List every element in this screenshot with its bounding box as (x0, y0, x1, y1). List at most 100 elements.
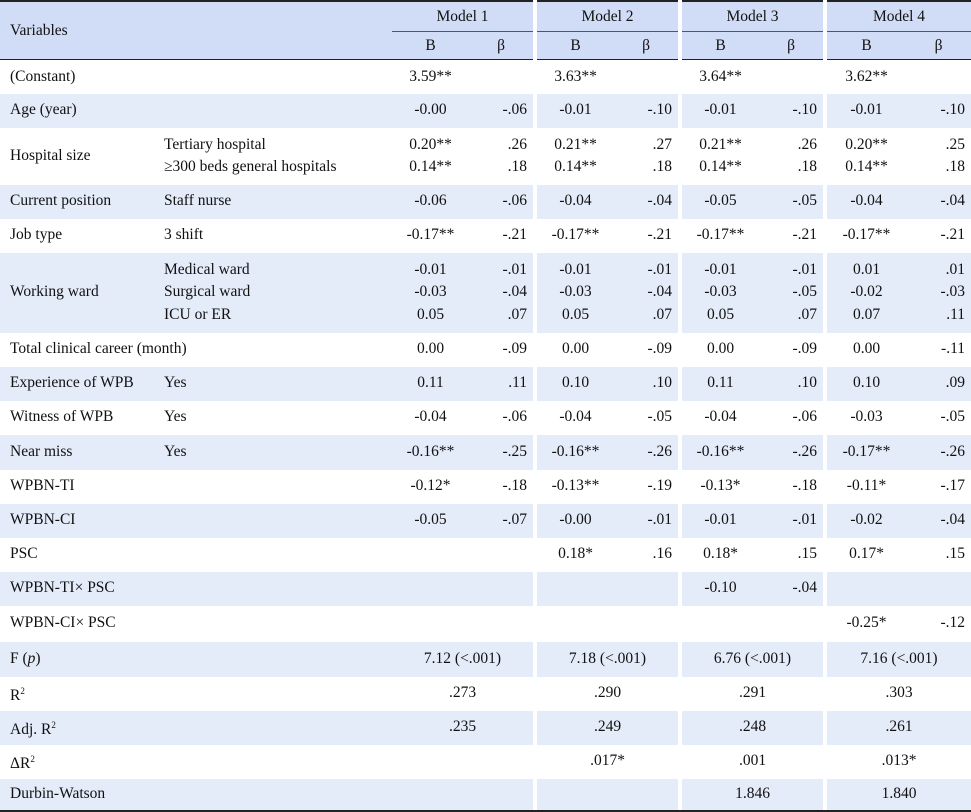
beta-value: -.06 (469, 400, 534, 435)
beta-value-line: .15 (945, 545, 966, 563)
beta-value: -.09 (469, 332, 534, 367)
model-2-header: Model 2 (537, 0, 679, 32)
b-value: 0.10 (827, 366, 907, 401)
b-value: 0.21** 0.14** (682, 127, 760, 185)
b-value: 0.20** 0.14** (392, 127, 470, 185)
category-label-line: Staff nurse (164, 192, 232, 210)
beta-value-line: .18 (797, 158, 818, 175)
beta-value: -.05 (614, 400, 679, 435)
beta-value (906, 59, 971, 94)
beta-value (906, 571, 971, 606)
stats-row: R2.273.290.291.303 (0, 676, 971, 711)
stat-label-superscript: 2 (20, 685, 25, 696)
category-label: Yes (160, 400, 393, 435)
beta-header: β (469, 31, 534, 60)
stat-label-text: Adj. R (10, 720, 52, 738)
beta-value: -.01 (759, 503, 824, 538)
beta-value: -.05 (906, 400, 971, 435)
b-value-line: -0.16** (551, 442, 600, 460)
beta-value-line: -.05 (792, 283, 818, 301)
b-value: -0.16** (682, 434, 760, 470)
b-value-line: 0.07 (852, 305, 881, 323)
category-label-line: ≥300 beds general hospitals (164, 158, 337, 175)
b-value-line (541, 577, 610, 600)
b-value: 0.01 -0.02 0.07 (827, 252, 907, 333)
variable-label: (Constant) (0, 59, 160, 94)
beta-value-line: -.09 (647, 340, 673, 358)
b-value-line: -0.01 (414, 260, 447, 278)
b-value-line: -0.01 (704, 260, 737, 278)
category-label-line (164, 543, 388, 566)
beta-value-line: .15 (797, 545, 818, 563)
stats-row: Adj. R2.235.249.248.261 (0, 710, 971, 745)
beta-value-line: -.18 (792, 477, 818, 495)
beta-value-line: -.01 (502, 260, 528, 278)
category-label (160, 537, 393, 572)
b-value (537, 605, 615, 642)
b-value-line: 0.01 (852, 260, 881, 278)
b-value-line: -0.17** (842, 226, 891, 244)
variables-header: Variables (0, 0, 393, 60)
variable-label: Job type (0, 218, 160, 253)
b-value-line: 0.14** (845, 158, 888, 175)
beta-value-line (618, 612, 672, 635)
category-label-line: Yes (164, 408, 187, 426)
category-label: Medical ward Surgical ward ICU or ER (160, 252, 393, 333)
b-value-line: -0.00 (559, 511, 592, 529)
beta-value-line (473, 66, 527, 89)
b-value: -0.01 (682, 93, 760, 128)
beta-value (469, 59, 534, 94)
table-row: Hospital size Tertiary hospital ≥300 beds … (0, 127, 971, 185)
variable-label: WPBN-CI× PSC (0, 605, 160, 642)
b-value: -0.17** (827, 434, 907, 470)
table-row: PSC 0.18* .16 0.18* .15 0.17* .15 (0, 537, 971, 572)
b-value: -0.06 (392, 184, 470, 219)
stat-label: F (p) (0, 641, 393, 677)
beta-header: β (614, 31, 679, 60)
b-value: -0.01 -0.03 0.05 (537, 252, 615, 333)
beta-value: -.01 -.04 .07 (614, 252, 679, 333)
beta-value: -.21 (614, 218, 679, 253)
stat-value: 1.840 (827, 778, 971, 812)
beta-value-line: -.05 (940, 408, 966, 426)
b-value-line (396, 543, 465, 566)
stat-value: .013* (827, 744, 971, 779)
beta-value-line (473, 612, 527, 635)
b-value: -0.12* (392, 469, 470, 504)
b-value-line (541, 612, 610, 635)
beta-value: -.26 (614, 434, 679, 470)
beta-value-line: -.04 (792, 579, 818, 597)
stat-label-italic: p (27, 649, 36, 667)
beta-value: .15 (759, 537, 824, 572)
beta-value: .10 (759, 366, 824, 401)
stat-value: 7.18 (<.001) (537, 641, 679, 677)
b-value (392, 571, 470, 606)
beta-value: -.25 (469, 434, 534, 470)
b-value: 0.17* (827, 537, 907, 572)
b-value-line: -0.01 (704, 511, 737, 529)
beta-value-line (910, 66, 965, 89)
beta-value-line: -.04 (940, 192, 966, 210)
b-value-line: -0.04 (559, 408, 592, 426)
b-value-line: -0.01 (704, 101, 737, 119)
b-value: -0.01 (827, 93, 907, 128)
variable-label-line: WPBN-CI (10, 511, 76, 529)
b-value: 0.20** 0.14** (827, 127, 907, 185)
variable-label: Total clinical career (month) (0, 332, 187, 367)
beta-value (759, 605, 824, 642)
beta-value-line: -.03 (940, 283, 966, 301)
beta-value: -.01 -.04 .07 (469, 252, 534, 333)
beta-value: -.26 (906, 434, 971, 470)
b-value: -0.16** (392, 434, 470, 470)
category-label-line (164, 577, 388, 600)
b-value: -0.10 (682, 571, 760, 606)
beta-value: .16 (614, 537, 679, 572)
category-label-line (164, 612, 388, 635)
beta-value: -.18 (759, 469, 824, 504)
beta-value: -.11 (906, 332, 971, 367)
variable-label: Age (year) (0, 93, 160, 128)
b-value (682, 605, 760, 642)
variable-label-line: PSC (10, 545, 38, 563)
b-value-line: -0.03 (559, 283, 592, 301)
beta-value-line (763, 66, 817, 89)
